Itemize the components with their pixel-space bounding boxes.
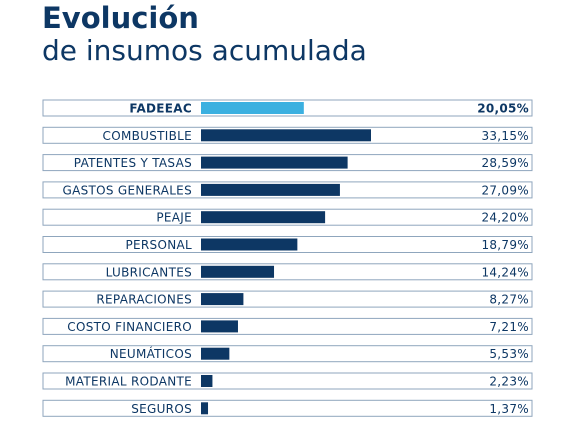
row-box — [42, 372, 533, 390]
value-label: 1,37% — [489, 402, 529, 416]
bar — [201, 265, 275, 278]
value-label: 18,79% — [481, 238, 529, 252]
category-label: LUBRICANTES — [106, 265, 192, 279]
category-label: REPARACIONES — [96, 293, 192, 307]
row-box — [42, 399, 533, 417]
value-label: 28,59% — [481, 156, 529, 170]
row-box — [42, 126, 533, 144]
row-box — [42, 99, 533, 117]
bar — [201, 156, 348, 169]
value-label: 24,20% — [481, 211, 529, 225]
value-label: 2,23% — [489, 375, 529, 389]
category-label: COSTO FINANCIERO — [67, 320, 192, 334]
category-label: FADEEAC — [129, 102, 192, 116]
bar — [201, 211, 326, 224]
bar — [201, 129, 371, 142]
bar — [201, 347, 230, 360]
value-label: 33,15% — [481, 129, 529, 143]
row-box — [42, 317, 533, 335]
row-box — [42, 290, 533, 308]
chart-subtitle: de insumos acumulada — [42, 34, 367, 67]
category-label: PATENTES Y TASAS — [74, 156, 192, 170]
value-label: 8,27% — [489, 293, 529, 307]
value-label: 20,05% — [477, 102, 529, 116]
category-label: MATERIAL RODANTE — [65, 375, 192, 389]
category-label: NEUMÁTICOS — [110, 346, 192, 361]
value-label: 5,53% — [489, 347, 529, 361]
bar — [201, 375, 213, 387]
row-box — [42, 345, 533, 363]
bar — [201, 102, 304, 114]
value-label: 7,21% — [489, 320, 529, 334]
bar — [201, 402, 209, 415]
row-box — [42, 154, 533, 172]
category-label: SEGUROS — [131, 402, 192, 416]
row-box — [42, 236, 533, 253]
category-label: COMBUSTIBLE — [103, 129, 192, 143]
category-label: PEAJE — [156, 211, 192, 225]
category-label: PERSONAL — [126, 238, 193, 252]
row-box — [42, 181, 533, 199]
value-label: 14,24% — [481, 265, 529, 279]
bar — [201, 238, 298, 251]
chart-title: Evolución — [42, 1, 199, 35]
bar — [201, 320, 238, 333]
row-box — [42, 208, 533, 226]
bar — [201, 293, 244, 306]
value-label: 27,09% — [481, 183, 529, 197]
row-box — [42, 263, 533, 281]
bar — [201, 183, 340, 196]
category-label: GASTOS GENERALES — [62, 183, 192, 197]
